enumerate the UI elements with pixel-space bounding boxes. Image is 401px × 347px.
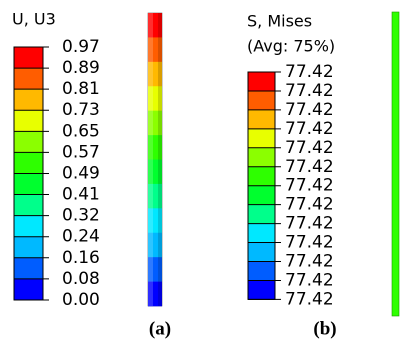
legend-label: 0.81 bbox=[62, 79, 100, 99]
legend-label: 0.00 bbox=[62, 290, 100, 310]
legend-band bbox=[14, 195, 43, 216]
legend-label: 0.89 bbox=[62, 58, 100, 78]
legend-title: (Avg: 75%) bbox=[247, 37, 335, 56]
legend-label: 0.24 bbox=[62, 227, 100, 247]
legend-label: 0.41 bbox=[62, 185, 100, 205]
legend-band bbox=[248, 280, 275, 299]
legend-band bbox=[248, 262, 275, 281]
legend-label: 77.42 bbox=[285, 100, 334, 120]
rod-shade bbox=[148, 13, 153, 306]
caption: (b) bbox=[313, 318, 336, 339]
legend-band bbox=[14, 110, 43, 131]
legend-title: S, Mises bbox=[247, 12, 312, 31]
legend-band bbox=[14, 68, 43, 89]
legend-label: 77.42 bbox=[285, 176, 334, 196]
legend-label: 0.32 bbox=[62, 206, 100, 226]
legend-band bbox=[248, 148, 275, 167]
rod-b bbox=[392, 12, 399, 316]
caption: (a) bbox=[149, 318, 171, 339]
legend-label: 77.42 bbox=[285, 289, 334, 309]
legend-band bbox=[248, 167, 275, 186]
legend-label: 77.42 bbox=[285, 214, 334, 234]
legend-label: 77.42 bbox=[285, 62, 334, 82]
legend-label: 0.97 bbox=[62, 37, 100, 57]
legend-band bbox=[248, 91, 275, 110]
legend-band bbox=[248, 243, 275, 262]
legend-title: U, U3 bbox=[12, 10, 56, 29]
legend-band bbox=[14, 258, 43, 279]
legend-band bbox=[248, 110, 275, 129]
legend-band bbox=[14, 89, 43, 110]
legend-band bbox=[14, 152, 43, 173]
legend-band bbox=[248, 205, 275, 224]
legend-band bbox=[248, 129, 275, 148]
legend-band bbox=[14, 279, 43, 300]
legend-label: 77.42 bbox=[285, 233, 334, 253]
legend-label: 77.42 bbox=[285, 81, 334, 101]
background bbox=[0, 0, 401, 347]
legend-label: 77.42 bbox=[285, 270, 334, 290]
legend-label: 0.65 bbox=[62, 121, 100, 141]
legend-label: 0.16 bbox=[62, 248, 100, 268]
legend-band bbox=[14, 173, 43, 194]
legend-label: 0.49 bbox=[62, 163, 100, 183]
legend-band bbox=[248, 224, 275, 243]
figure: U, U3 0.970.890.810.730.650.570.490.410.3… bbox=[0, 0, 401, 347]
legend-band bbox=[248, 72, 275, 91]
legend-label: 77.42 bbox=[285, 138, 334, 158]
legend-band bbox=[14, 237, 43, 258]
legend-label: 77.42 bbox=[285, 195, 334, 215]
legend-band bbox=[14, 131, 43, 152]
legend-band bbox=[14, 216, 43, 237]
legend-band bbox=[248, 186, 275, 205]
legend-label: 77.42 bbox=[285, 119, 334, 139]
legend-label: 77.42 bbox=[285, 252, 334, 272]
legend-label: 77.42 bbox=[285, 157, 334, 177]
legend-label: 0.08 bbox=[62, 269, 100, 289]
legend-label: 0.73 bbox=[62, 100, 100, 120]
rod-shade bbox=[158, 13, 162, 306]
legend-band bbox=[14, 47, 43, 68]
legend-label: 0.57 bbox=[62, 142, 100, 162]
